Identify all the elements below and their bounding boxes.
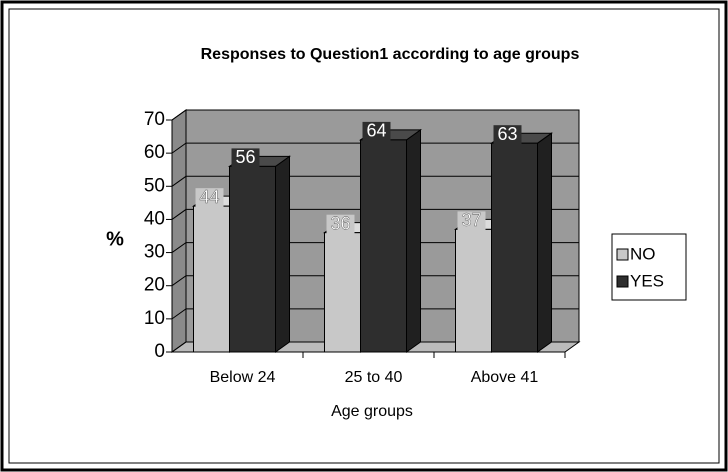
value-label: 36 [330,213,350,233]
value-label-bg [231,148,260,169]
y-tick-label: 20 [144,275,165,296]
y-tick-label: 40 [144,208,165,229]
y-tick-label: 50 [144,175,165,196]
legend-swatch [616,275,629,288]
bar-side [537,132,552,353]
x-tick-label: Below 24 [210,369,276,386]
grid-line [171,308,579,320]
grid-line [171,175,579,187]
grid-line [171,275,579,287]
y-tick-label: 70 [144,109,165,130]
value-label-bg [326,214,355,235]
y-tick-label: 30 [144,242,165,263]
grid-line [171,208,579,220]
bar-side [275,155,290,353]
bar [229,165,276,353]
chart-title: Responses to Question1 according to age … [201,46,580,63]
y-axis-label: % [106,228,124,250]
value-label: 44 [199,187,219,207]
side-wall [171,109,187,353]
value-label-bg [362,121,391,142]
inner-border [8,8,720,464]
value-label: 63 [497,124,517,144]
grid-line [171,109,579,121]
legend-label: YES [630,271,664,290]
value-label-bg [457,211,486,232]
bar [360,139,407,353]
grid-line [171,142,579,154]
x-tick-label: Above 41 [471,369,539,386]
grid-line [171,242,579,253]
legend-label: NO [630,244,656,263]
y-tick-label: 0 [154,341,165,362]
value-label: 64 [366,121,386,141]
legend-swatch [616,248,629,261]
y-tick-label: 10 [144,308,165,329]
bar [193,205,230,353]
y-tick-label: 60 [144,142,165,163]
bar [455,228,492,353]
x-axis-label: Age groups [331,403,413,420]
bar-side [406,128,421,353]
x-tick-label: 25 to 40 [345,369,403,386]
value-label: 56 [235,147,255,167]
value-label: 37 [461,210,481,230]
bar [491,142,538,353]
value-label-bg [493,125,522,146]
value-label-bg [195,188,224,209]
bar [324,232,361,353]
legend [611,233,687,301]
grid-line [171,341,579,353]
